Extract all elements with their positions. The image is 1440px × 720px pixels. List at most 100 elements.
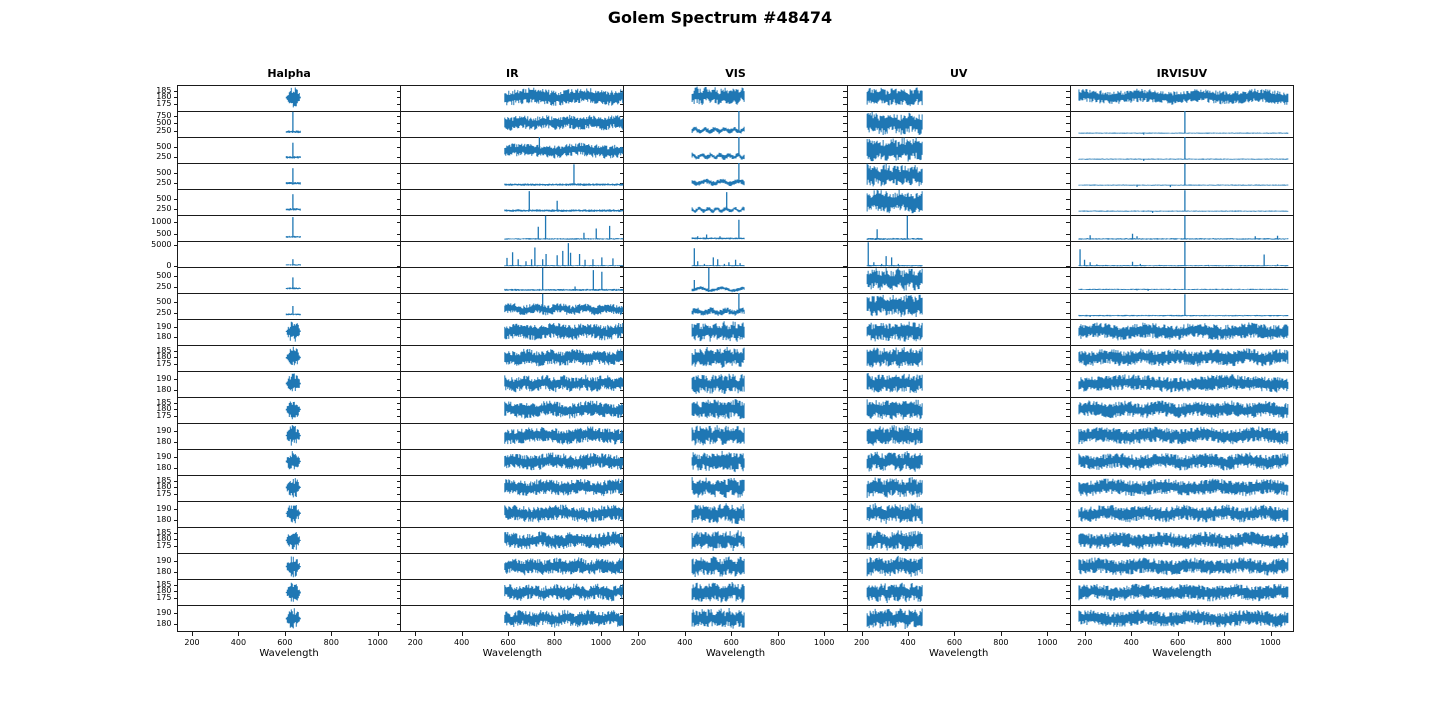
y-tick-label: 185 — [156, 579, 172, 589]
y-tick-mark — [1066, 326, 1070, 328]
y-tick-label: 250 — [156, 281, 172, 291]
spectrum-plot-uv-row20 — [866, 582, 923, 603]
y-tick-mark — [843, 233, 847, 235]
y-tick-mark — [396, 591, 401, 593]
y-tick-mark — [173, 115, 177, 117]
y-tick-mark — [1066, 591, 1070, 593]
spectrum-plot-vis-row3 — [691, 137, 745, 161]
y-tick-label: 180 — [156, 482, 172, 492]
x-tick-mark — [908, 631, 910, 636]
spectrum-plot-vis-row13 — [691, 399, 745, 420]
spectrum-plot-ir-row11 — [503, 348, 623, 367]
subplot-border-horizontal — [177, 422, 1294, 424]
y-tick-mark — [396, 441, 401, 443]
y-tick-label: 180 — [156, 92, 172, 102]
column-title-irvisuv: IRVISUV — [1156, 67, 1208, 80]
x-tick-label: 1000 — [1260, 637, 1281, 647]
column-title-uv: UV — [949, 67, 968, 80]
y-tick-mark — [1066, 157, 1070, 159]
x-tick-label: 1000 — [590, 637, 612, 647]
y-tick-mark — [843, 415, 847, 417]
x-tick-label: 600 — [1170, 637, 1186, 647]
y-tick-label: 175 — [156, 592, 172, 602]
y-tick-mark — [619, 301, 624, 303]
y-tick-mark — [843, 467, 847, 469]
y-tick-mark — [173, 222, 177, 224]
y-tick-mark — [619, 157, 624, 159]
y-tick-mark — [396, 532, 401, 534]
y-tick-mark — [396, 131, 401, 133]
y-tick-mark — [1066, 409, 1070, 411]
y-tick-label: 180 — [156, 384, 172, 394]
y-tick-mark — [619, 612, 624, 614]
spectrum-plot-irvisuv-row11 — [1078, 348, 1289, 367]
y-tick-mark — [1066, 456, 1070, 458]
x-axis-label: Wavelength — [1152, 647, 1212, 659]
y-tick-mark — [1066, 508, 1070, 510]
y-tick-mark — [1066, 584, 1070, 586]
subplot-border-horizontal — [177, 631, 1294, 633]
y-tick-mark — [843, 402, 847, 404]
y-tick-label: 185 — [156, 85, 172, 95]
y-tick-mark — [396, 265, 401, 267]
y-tick-mark — [619, 90, 624, 92]
x-tick-label: 600 — [277, 637, 293, 647]
subplot-border-horizontal — [177, 605, 1294, 607]
y-tick-mark — [843, 584, 847, 586]
spectrum-plot-ir-row8 — [503, 268, 623, 292]
spectrum-plot-halpha-row16 — [285, 478, 301, 498]
subplot-border-vertical — [846, 85, 848, 632]
spectrum-plot-ir-row1 — [503, 87, 623, 106]
x-tick-mark — [192, 631, 193, 636]
spectrum-plot-irvisuv-row15 — [1078, 452, 1289, 471]
spectrum-plot-vis-row1 — [691, 86, 745, 105]
spectrum-plot-uv-row6 — [866, 215, 923, 241]
y-tick-mark — [843, 131, 847, 133]
spectrum-plot-irvisuv-row20 — [1078, 583, 1289, 601]
spectrum-plot-halpha-row5 — [285, 194, 301, 211]
y-tick-mark — [173, 597, 177, 599]
x-tick-label: 800 — [546, 637, 563, 647]
y-tick-mark — [396, 97, 401, 99]
y-tick-mark — [1066, 357, 1070, 358]
y-tick-mark — [1066, 480, 1070, 482]
y-tick-mark — [843, 612, 847, 614]
y-tick-label: 190 — [156, 503, 172, 513]
y-tick-mark — [619, 275, 624, 277]
y-tick-mark — [173, 199, 177, 200]
spectrum-plot-ir-row16 — [503, 479, 623, 497]
x-tick-label: 800 — [1216, 637, 1232, 647]
y-tick-mark — [1066, 172, 1070, 174]
y-tick-mark — [396, 199, 401, 200]
spectrum-plot-uv-row7 — [866, 242, 923, 267]
y-tick-mark — [396, 389, 401, 391]
spectrum-plot-irvisuv-row19 — [1078, 557, 1289, 576]
y-tick-mark — [1066, 560, 1070, 562]
x-tick-mark — [861, 631, 863, 636]
spectrum-plot-halpha-row8 — [285, 277, 301, 290]
emission-spikes — [541, 268, 603, 291]
y-tick-mark — [173, 539, 177, 541]
spectrum-plot-uv-row16 — [866, 477, 923, 499]
y-tick-mark — [396, 430, 401, 432]
spectrum-plot-ir-row12 — [503, 375, 623, 393]
subplot-border-vertical — [1293, 85, 1294, 632]
x-tick-label: 600 — [946, 637, 963, 647]
emission-spikes — [506, 243, 614, 266]
x-axis-label: Wavelength — [929, 647, 989, 659]
spectrum-plot-vis-row11 — [691, 347, 745, 369]
spectrum-plot-uv-row1 — [866, 87, 923, 107]
y-tick-mark — [173, 146, 177, 148]
spectrum-plot-uv-row9 — [866, 295, 923, 318]
y-tick-mark — [173, 623, 177, 625]
y-tick-mark — [843, 597, 847, 599]
y-tick-mark — [396, 286, 401, 288]
y-tick-mark — [843, 90, 847, 92]
y-tick-mark — [396, 378, 401, 380]
spectrum-plot-vis-row5 — [691, 192, 745, 214]
spectrum-plot-vis-row12 — [691, 374, 745, 395]
subplot-border-horizontal — [177, 370, 1294, 372]
y-tick-mark — [396, 456, 401, 458]
subplot-border-horizontal — [177, 474, 1294, 476]
spectrum-plot-ir-row2 — [503, 114, 623, 131]
